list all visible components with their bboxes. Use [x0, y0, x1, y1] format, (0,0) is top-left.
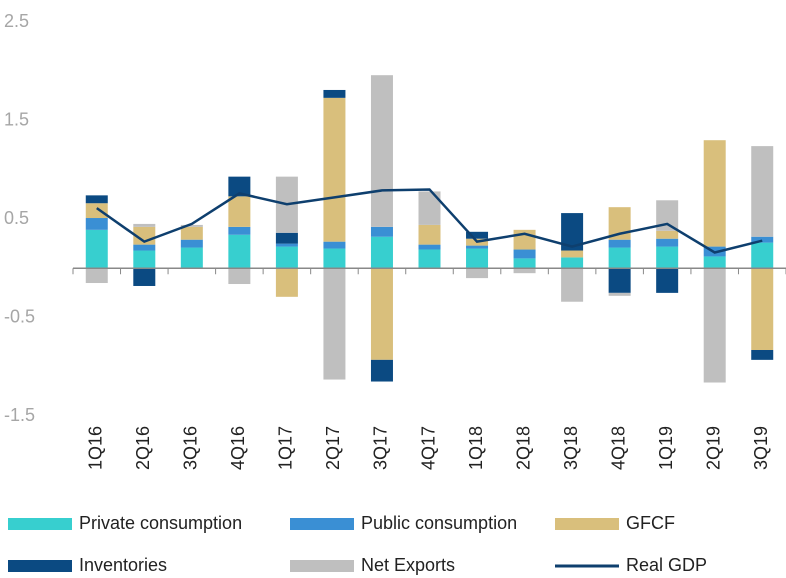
bar-segment [180, 239, 203, 248]
x-tick-label: 3Q18 [561, 426, 581, 470]
bar-segment [85, 218, 108, 230]
bar-segment [466, 245, 489, 249]
bar-segment [561, 250, 584, 258]
bar-segment [323, 97, 346, 242]
bar-segment [608, 268, 631, 293]
bar-segment [133, 244, 156, 251]
bar-segment [751, 146, 774, 237]
bar-segment [370, 268, 393, 360]
bar-segment [323, 89, 346, 98]
bar-segment [228, 234, 251, 269]
bar-segment [513, 268, 536, 274]
bar-segment [323, 268, 346, 380]
bar-segment [85, 195, 108, 204]
bar-segment [703, 140, 726, 247]
x-tick-label: 2Q16 [133, 426, 153, 470]
x-tick-label: 2Q19 [703, 426, 723, 470]
bar-segment [85, 203, 108, 219]
x-tick-label: 3Q16 [181, 426, 201, 470]
bar-segment [561, 257, 584, 269]
bar-segment [418, 224, 441, 245]
bar-segment [751, 242, 774, 269]
bar-segment [133, 268, 156, 286]
gdp-line [96, 188, 763, 254]
bar-segment [323, 241, 346, 249]
x-tick-label: 1Q19 [656, 426, 676, 470]
bar-segment [751, 350, 774, 360]
bar-segment [466, 248, 489, 269]
bar-segment [513, 249, 536, 259]
legend-label: Real GDP [626, 555, 707, 575]
bar-segment [608, 292, 631, 296]
x-tick-label: 4Q16 [228, 426, 248, 470]
y-tick-label: 0.5 [4, 208, 29, 228]
legend-label: GFCF [626, 513, 675, 533]
x-tick-label: 4Q18 [608, 426, 628, 470]
y-tick-label: 2.5 [4, 11, 29, 31]
bar-segment [418, 249, 441, 269]
bar-segment [370, 236, 393, 269]
y-tick-label: 1.5 [4, 109, 29, 129]
bar-segment [370, 75, 393, 227]
y-tick-label: -0.5 [4, 306, 35, 326]
bar-segment [656, 268, 679, 293]
bar-segment [133, 250, 156, 269]
bar-segment [228, 226, 251, 235]
bar-segment [751, 268, 774, 351]
bar-segment [370, 226, 393, 237]
bar-segment [180, 224, 203, 227]
legend-label: Private consumption [79, 513, 242, 533]
bar-segment [466, 231, 489, 239]
bar-segment [703, 256, 726, 269]
legend-swatch [8, 560, 72, 572]
legend-label: Net Exports [361, 555, 455, 575]
legend-swatch [8, 518, 72, 530]
x-tick-label: 1Q17 [276, 426, 296, 470]
bar-segment [228, 176, 251, 197]
bar-segment [85, 229, 108, 269]
bar-segment [228, 268, 251, 285]
bar-segment [656, 230, 679, 239]
bar-segment [228, 196, 251, 227]
bar-segment [275, 246, 298, 269]
bar-segment [180, 226, 203, 240]
legend-swatch [290, 518, 354, 530]
legend-swatch [290, 560, 354, 572]
bar-segment [751, 236, 774, 243]
bar-segment [85, 268, 108, 284]
x-tick-label: 1Q16 [86, 426, 106, 470]
bar-segment [133, 223, 156, 227]
x-tick-label: 2Q17 [323, 426, 343, 470]
bar-segment [703, 268, 726, 383]
x-tick-label: 3Q19 [751, 426, 771, 470]
x-tick-label: 1Q18 [466, 426, 486, 470]
bar-segment [608, 239, 631, 248]
bar-segment [656, 200, 679, 231]
bar-segment [323, 248, 346, 269]
bar-segment [418, 244, 441, 250]
x-tick-label: 2Q18 [513, 426, 533, 470]
bar-segment [275, 232, 298, 244]
legend-label: Inventories [79, 555, 167, 575]
bar-segment [275, 243, 298, 247]
bar-segment [656, 246, 679, 269]
bar-segment [275, 268, 298, 297]
bar-segment [608, 247, 631, 269]
x-tick-label: 4Q17 [418, 426, 438, 470]
bar-segment [656, 238, 679, 247]
x-tick-label: 3Q17 [371, 426, 391, 470]
bar-segment [370, 359, 393, 382]
legend-swatch [555, 518, 619, 530]
bar-segment [513, 258, 536, 269]
bar-segment [418, 191, 441, 225]
bar-segment [180, 247, 203, 269]
bar-segment [561, 268, 584, 302]
legend-label: Public consumption [361, 513, 517, 533]
bar-segment [466, 268, 489, 279]
bar-segment [561, 213, 584, 251]
y-tick-label: -1.5 [4, 405, 35, 425]
